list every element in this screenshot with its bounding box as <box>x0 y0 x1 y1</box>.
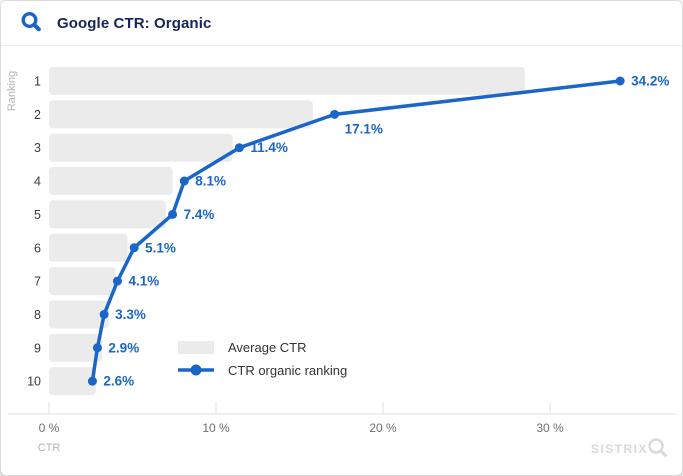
ranking-label: 1 <box>34 75 41 89</box>
x-axis: 0 % 10 % 20 % 30 % <box>8 402 677 435</box>
ctr-line-point[interactable] <box>179 176 189 186</box>
ctr-line-point[interactable] <box>129 243 139 253</box>
ranking-label: 3 <box>34 141 41 155</box>
sistrix-watermark-text: SISTRIX <box>591 442 648 456</box>
ctr-line-point[interactable] <box>92 343 102 353</box>
ctr-point-label: 3.3% <box>115 307 146 322</box>
ctr-organic-line <box>90 79 622 383</box>
average-ctr-bar <box>49 167 173 196</box>
ctr-point-label: 2.9% <box>108 340 139 355</box>
average-ctr-bar <box>49 300 110 329</box>
legend-swatch-average-ctr <box>178 341 214 354</box>
ctr-chart: 0 % 10 % 20 % 30 % 1 2 3 4 5 6 7 8 9 10 34.2% 17.1% 11… <box>1 47 682 475</box>
x-tick-label: 10 % <box>202 421 230 435</box>
ctr-point-label: 8.1% <box>195 174 226 189</box>
ctr-line-point[interactable] <box>168 209 178 219</box>
ctr-line-point[interactable] <box>112 276 122 286</box>
widget-header: Google CTR: Organic <box>1 1 682 46</box>
ranking-label: 10 <box>27 375 41 389</box>
ctr-point-label: 7.4% <box>184 207 215 222</box>
ctr-point-label: 34.2% <box>631 74 669 89</box>
ctr-point-label: 11.4% <box>250 140 288 155</box>
ctr-line-point[interactable] <box>87 376 97 386</box>
chart-legend: Average CTR CTR organic ranking <box>178 340 347 378</box>
ctr-point-label: 5.1% <box>145 240 176 255</box>
average-ctr-bar <box>49 267 116 296</box>
sistrix-watermark-magnifier-icon <box>648 438 664 454</box>
ctr-line-point[interactable] <box>99 309 109 319</box>
sistrix-watermark-magnifier-handle <box>659 449 667 457</box>
y-axis-ranking-labels: 1 2 3 4 5 6 7 8 9 10 <box>27 75 41 389</box>
legend-marker-ctr-organic <box>190 364 202 376</box>
average-ctr-bar <box>49 333 103 362</box>
ranking-label: 8 <box>34 308 41 322</box>
ctr-point-label: 2.6% <box>103 374 134 389</box>
legend-label-average-ctr: Average CTR <box>228 340 307 355</box>
ranking-label: 4 <box>34 175 41 189</box>
ctr-line-point[interactable] <box>234 143 244 153</box>
legend-item-ctr-organic-ranking[interactable]: CTR organic ranking <box>178 363 347 378</box>
average-ctr-bar <box>49 100 313 129</box>
sistrix-watermark: SISTRIX <box>591 438 667 457</box>
x-tick-label: 0 % <box>39 421 60 435</box>
ranking-label: 9 <box>34 341 41 355</box>
average-ctr-bar <box>49 233 128 262</box>
search-icon <box>21 11 41 32</box>
ctr-point-label: 4.1% <box>128 274 159 289</box>
average-ctr-bar <box>49 200 166 229</box>
ranking-label: 5 <box>34 208 41 222</box>
x-tick-label: 30 % <box>536 421 564 435</box>
x-axis-title: CTR <box>38 442 61 454</box>
ranking-label: 7 <box>34 275 41 289</box>
ctr-line-point[interactable] <box>330 109 340 119</box>
ranking-label: 2 <box>34 108 41 122</box>
y-axis-title: Ranking <box>6 71 18 111</box>
average-ctr-bar <box>49 133 233 162</box>
ranking-label: 6 <box>34 241 41 255</box>
legend-label-ctr-organic: CTR organic ranking <box>228 363 347 378</box>
average-ctr-bars <box>49 67 525 396</box>
ctr-line-point[interactable] <box>615 76 625 86</box>
page-title: Google CTR: Organic <box>57 14 212 32</box>
average-ctr-bar <box>49 67 525 95</box>
ctr-point-label: 17.1% <box>345 121 383 136</box>
ctr-organic-line-series: 34.2% 17.1% 11.4% 8.1% 7.4% 5.1% 4.1% 3.3% 2.9% 2… <box>87 74 669 389</box>
average-ctr-bar <box>49 367 96 396</box>
legend-item-average-ctr[interactable]: Average CTR <box>178 340 307 355</box>
x-tick-label: 20 % <box>369 421 397 435</box>
